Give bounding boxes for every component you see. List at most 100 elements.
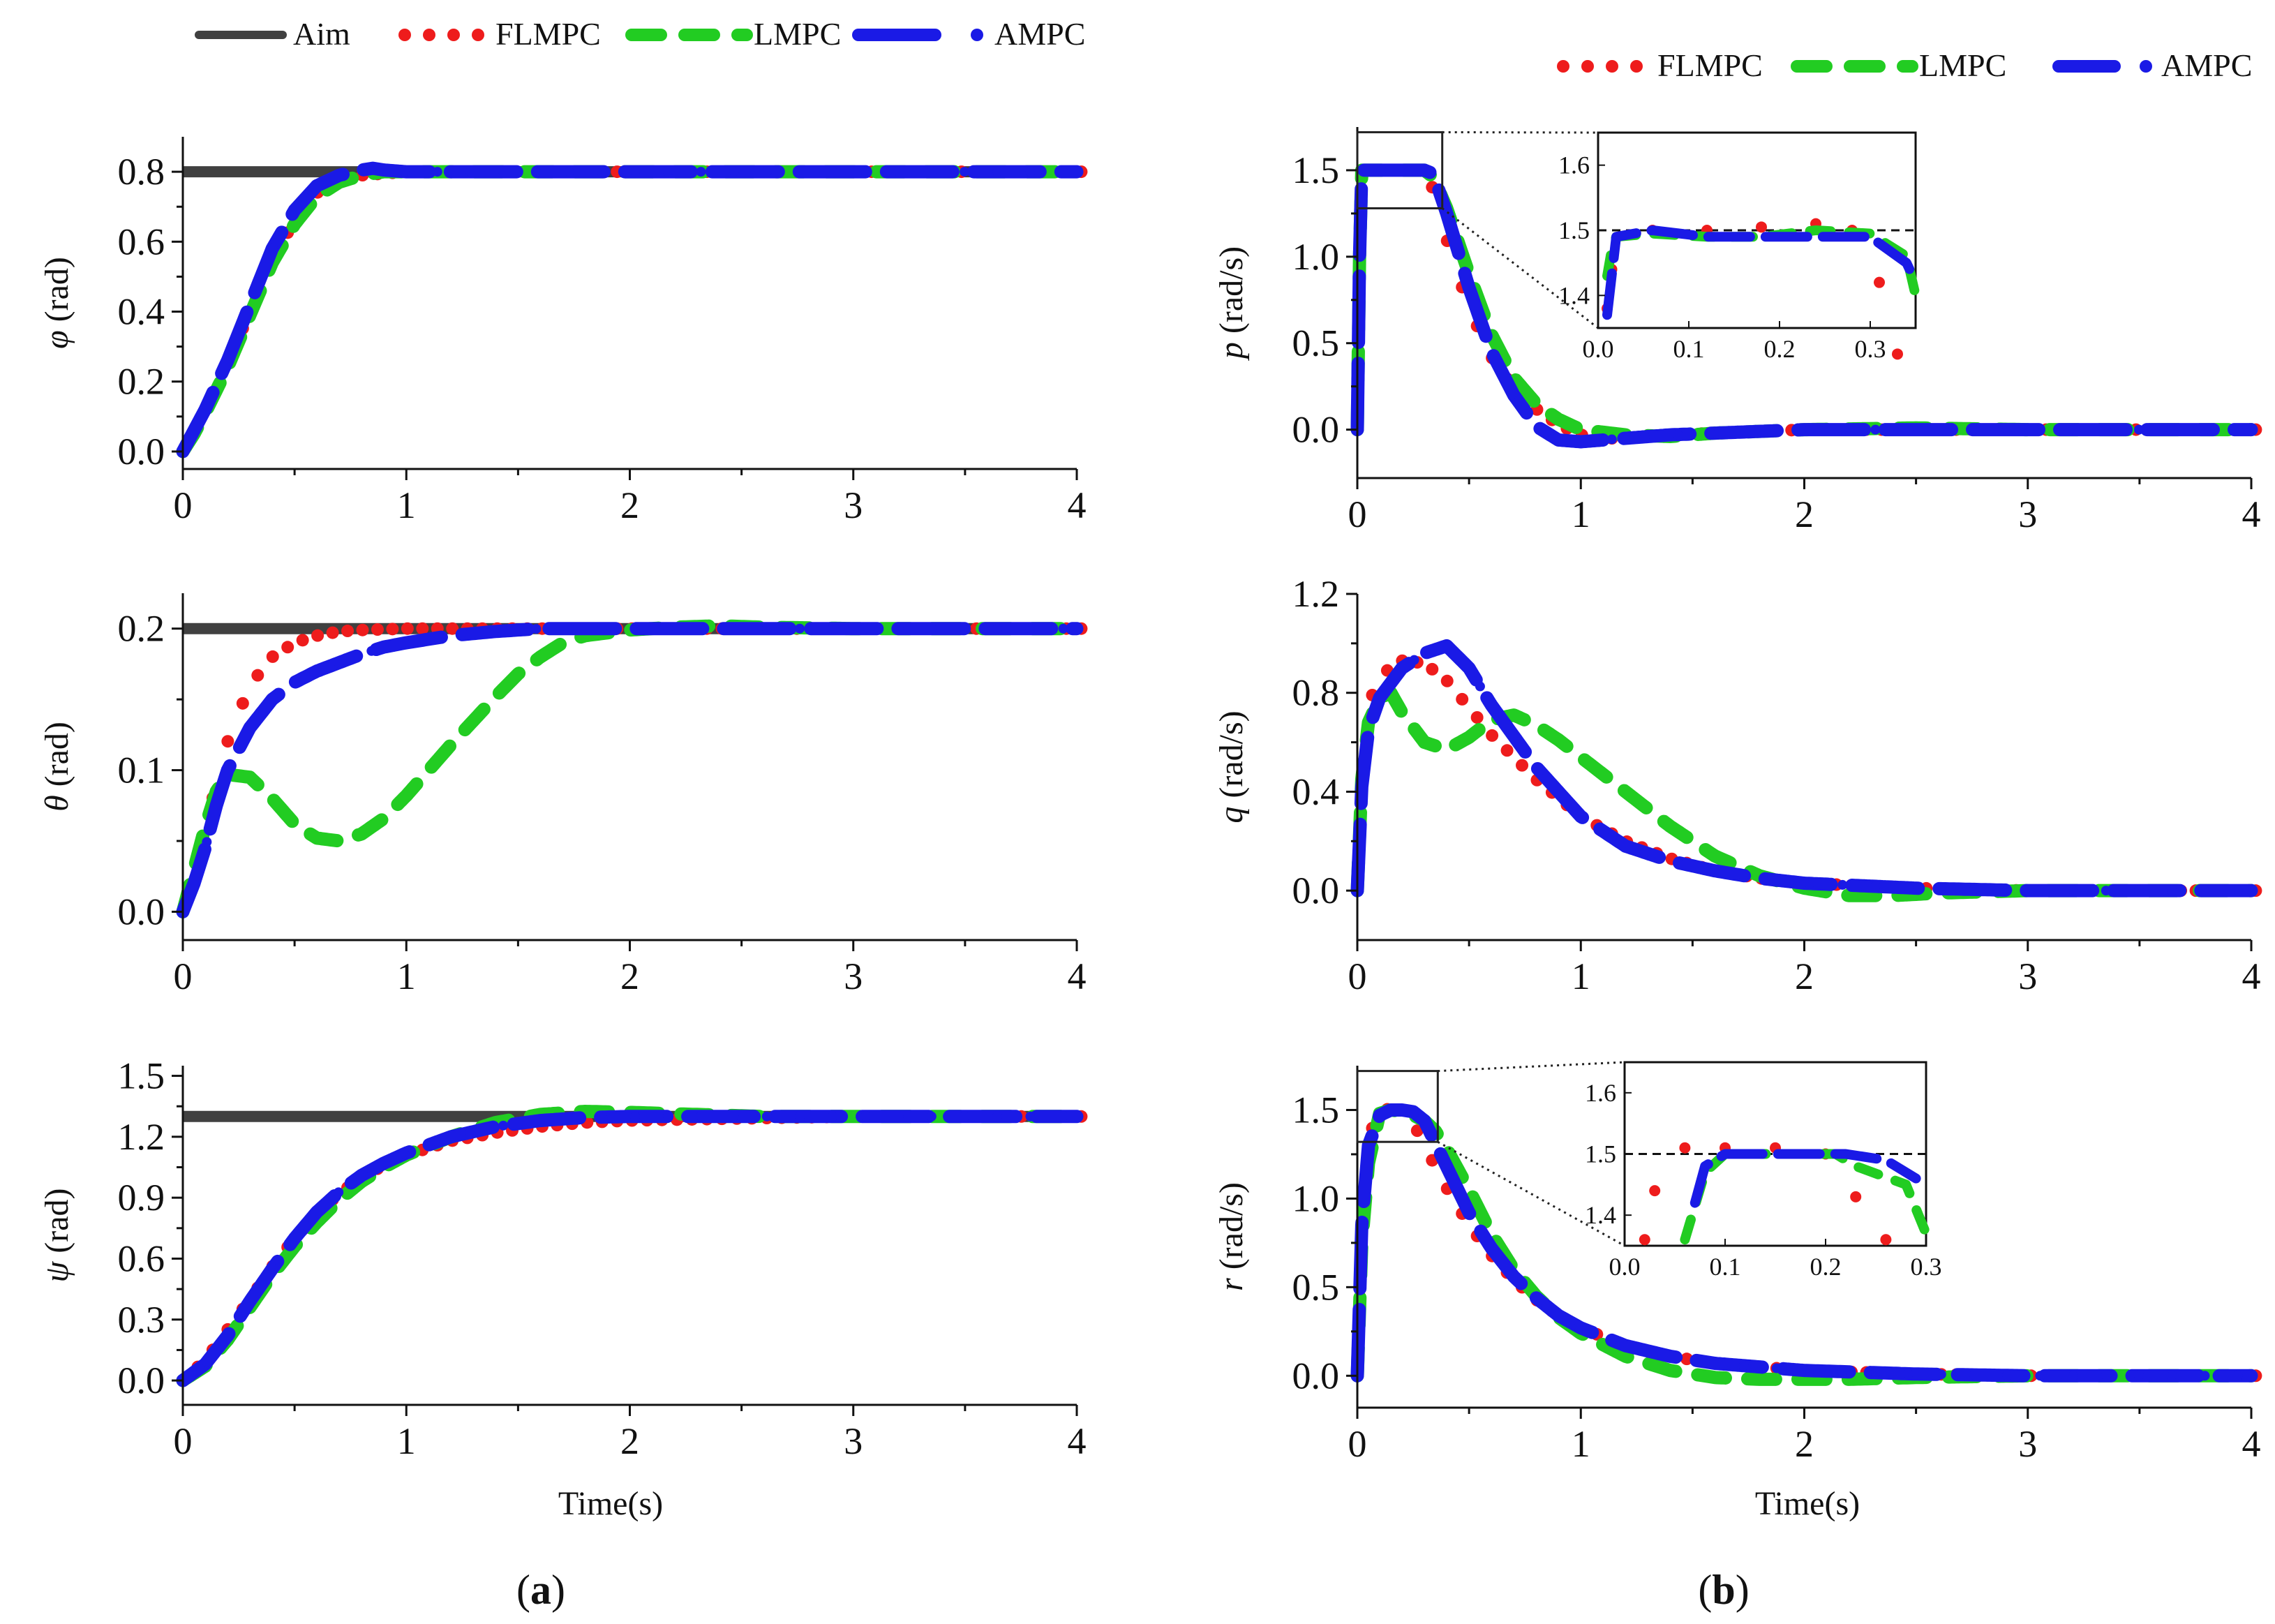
p-ampc-dot (1804, 424, 1814, 435)
q-flmpc-point (1426, 662, 1439, 676)
theta-ampc-dot (366, 646, 377, 656)
p-ampc-dot (1903, 424, 1914, 435)
plot-panels: 0 1 2 3 40.00.20.40.60.8φ (rad)0 1 2 3 40.00.10.… (38, 127, 2262, 1465)
psi-ampc-dot (399, 1149, 410, 1159)
panel-label-b: (b) (1698, 1567, 1749, 1613)
p-y-tick-label: 0.0 (1292, 409, 1340, 451)
psi-ampc-dot (465, 1127, 475, 1138)
r-flmpc-point (1680, 1353, 1694, 1366)
theta-ampc-dot (729, 623, 739, 634)
theta-ampc-dot (399, 638, 410, 648)
q-ampc-dot (1771, 875, 1782, 886)
p-x-tick-label: 4 (2242, 493, 2261, 535)
phi-y-axis-unit: (rad) (38, 257, 75, 322)
r-y-axis-title: r (rad/s) (1213, 1182, 1250, 1291)
theta-ampc-dot (300, 671, 311, 682)
q-ampc-dot (1409, 655, 1419, 665)
panel-label-b-close: ) (1736, 1567, 1750, 1613)
p-x-tick-label: 3 (2018, 493, 2037, 535)
p-inset-flmpc-point (1874, 276, 1885, 288)
theta-flmpc-point (386, 623, 399, 636)
p-zoom-source-box (1356, 131, 1444, 209)
p-ampc-dot (1870, 424, 1881, 435)
theta-y-tick-label: 0.1 (118, 750, 165, 791)
theta-ampc-dot (992, 623, 1003, 634)
theta-ampc-dot (498, 626, 509, 636)
q-series-flmpc (1351, 654, 2262, 897)
p-ampc-dot (1541, 427, 1551, 438)
phi-y-axis-title: φ (rad) (38, 257, 75, 349)
q-lmpc-line (1350, 686, 2258, 902)
q-ampc-dot (1837, 879, 1848, 890)
legend-right-lmpc-label: LMPC (1919, 47, 2006, 83)
phi-ampc-dot (761, 167, 772, 177)
psi-y-axis-symbol: ψ (38, 1253, 75, 1283)
q-flmpc-point (1470, 711, 1484, 724)
r-inset-x-tick-label: 0.1 (1710, 1253, 1741, 1281)
theta-flmpc-point (371, 623, 384, 636)
q-ampc-dot (1870, 881, 1881, 892)
p-ampc-dot (1936, 424, 1946, 435)
r-zoom-connector (1438, 1061, 1625, 1073)
p-ampc-dot (2068, 424, 2078, 435)
r-x-tick-label: 1 (1572, 1423, 1590, 1465)
p-ampc-dot (1442, 210, 1452, 221)
phi-ampc-dot (696, 167, 706, 177)
phi-series-lmpc (176, 165, 1084, 459)
r-y-tick-label: 0.0 (1292, 1355, 1340, 1396)
legend-right: FLMPC LMPC AMPC (1557, 47, 2252, 83)
panel-label-b-letter: b (1712, 1567, 1735, 1613)
theta-x-tick-label: 4 (1068, 955, 1087, 997)
psi-series-lmpc (176, 1105, 1084, 1387)
p-ampc-dot (1376, 165, 1387, 175)
r-y-tick-label: 1.5 (1292, 1089, 1340, 1131)
q-series-lmpc (1350, 686, 2258, 902)
psi-ampc-dot (234, 1312, 245, 1323)
r-ampc-dot (1574, 1322, 1584, 1332)
psi-ampc-dot (1025, 1111, 1036, 1122)
r-ampc-dot (2200, 1371, 2210, 1381)
psi-x-tick-label: 4 (1068, 1420, 1087, 1462)
p-ampc-dot (1508, 389, 1519, 399)
p-y-tick-label: 1.5 (1292, 149, 1340, 191)
r-inset-flmpc-point (1679, 1142, 1691, 1154)
r-ampc-dot (1639, 1345, 1650, 1355)
r-ampc-dot (2134, 1371, 2145, 1381)
legend-aim-label: Aim (293, 16, 350, 52)
phi-ampc-dot (531, 167, 542, 177)
phi-ampc-dot (992, 167, 1003, 177)
phi-ampc-dot (564, 167, 574, 177)
q-ampc-dot (1639, 847, 1650, 858)
p-inset: 0.0 0.1 0.2 0.3 1.4 1.5 1.6 (1356, 131, 1920, 363)
r-y-tick-label: 0.5 (1292, 1266, 1340, 1308)
theta-x-tick-label: 1 (397, 955, 416, 997)
theta-ampc-dot (1058, 623, 1068, 634)
r-inset-flmpc-point (1850, 1191, 1862, 1202)
phi-ampc-dot (663, 167, 673, 177)
r-ampc-dot (2068, 1371, 2078, 1381)
phi-lmpc-line (176, 165, 1084, 459)
phi-ampc-dot (334, 170, 344, 181)
panel-psi: 0 1 2 3 4 0.0 0.3 0.6 0.9 1.2 1.5 ψ (rad) (38, 1055, 1088, 1462)
phi-ampc-dot (597, 167, 607, 177)
q-y-axis-title: q (rad/s) (1213, 710, 1250, 823)
phi-ampc-dot (893, 167, 904, 177)
panel-r: 0 1 2 3 4 0.0 0.5 1.0 1.5 r (rad/s) 0.0 0.1 0.2 0.3 1.… (1213, 1061, 2262, 1465)
psi-ampc-dot (267, 1263, 278, 1274)
theta-ampc-dot (267, 694, 278, 704)
r-ampc-dot (1508, 1270, 1519, 1281)
r-ampc-dot (1738, 1360, 1749, 1371)
psi-y-axis-title: ψ (rad) (38, 1188, 75, 1282)
theta-ampc-dot (663, 623, 673, 634)
q-ampc-dot (1673, 858, 1683, 868)
psi-series-flmpc (177, 1110, 1088, 1387)
p-inset-flmpc-point (1892, 348, 1903, 360)
phi-ampc-dot (1025, 167, 1036, 177)
p-ampc-dot (2035, 424, 2045, 435)
p-inset-x-tick-label: 0.3 (1855, 335, 1886, 363)
phi-ampc-dot (234, 325, 245, 335)
r-flmpc-point (1410, 1124, 1424, 1138)
psi-ampc-dot (629, 1111, 640, 1122)
p-ampc-dot (1574, 436, 1584, 447)
q-ampc-dot (1442, 641, 1452, 652)
